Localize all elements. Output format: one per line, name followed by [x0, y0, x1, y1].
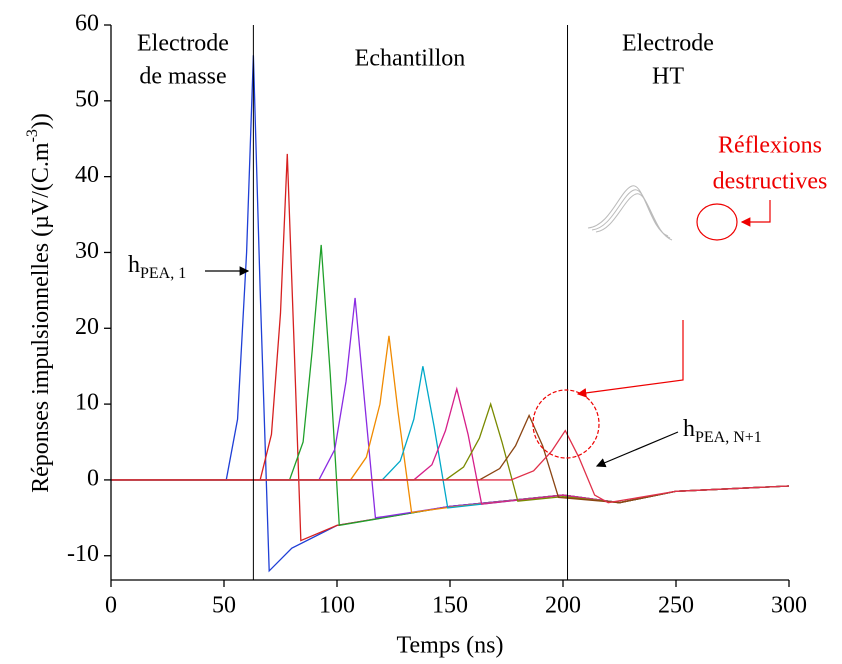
series-line — [111, 429, 790, 504]
series-line — [111, 55, 790, 573]
x-tick-label: 200 — [545, 593, 581, 619]
y-tick-label: 0 — [87, 465, 99, 491]
y-tick-label: 20 — [75, 314, 99, 340]
series-line — [111, 244, 790, 527]
annotation-main: h — [683, 416, 695, 442]
y-axis-title-sup: -3 — [24, 129, 41, 142]
annotation-sub: PEA, 1 — [140, 265, 186, 282]
x-tick-label: 100 — [319, 593, 355, 619]
legend-circle — [696, 203, 738, 241]
x-tick-label: 250 — [658, 593, 694, 619]
y-tick-label: 50 — [75, 86, 99, 112]
inset-shape — [587, 185, 673, 241]
region-label: HT — [652, 64, 684, 90]
region-label: de masse — [139, 64, 226, 90]
reflection-label: Réflexions — [718, 133, 822, 159]
red-arrow — [576, 320, 684, 398]
series-line — [111, 413, 790, 504]
arrow — [595, 431, 679, 468]
x-axis-title: Temps (ns) — [397, 633, 504, 659]
x-tick-label: 0 — [105, 593, 117, 619]
y-tick-label: -10 — [67, 541, 99, 567]
y-tick-label: 40 — [75, 162, 99, 188]
annotation: hPEA, N+1 — [683, 416, 762, 446]
annotation: hPEA, 1 — [128, 252, 186, 282]
y-axis-title-tail: )) — [28, 113, 54, 129]
reflection-label: destructives — [713, 169, 828, 195]
x-tick-label: 50 — [212, 593, 236, 619]
series-line — [111, 153, 790, 542]
region-label: Echantillon — [355, 46, 466, 72]
series-line — [111, 386, 790, 505]
y-tick-label: 60 — [75, 11, 99, 37]
y-tick-label: 30 — [75, 238, 99, 264]
series-line — [111, 297, 790, 519]
region-label: Electrode — [137, 31, 229, 57]
highlight-circle — [532, 389, 600, 459]
y-tick-label: 10 — [75, 390, 99, 416]
annotation-sub: PEA, N+1 — [695, 429, 762, 446]
y-axis-title-text: Réponses impulsionnelles (µV/(C.m — [28, 142, 54, 493]
x-tick-label: 300 — [771, 593, 807, 619]
x-tick-label: 150 — [432, 593, 468, 619]
region-label: Electrode — [622, 31, 714, 57]
y-axis-title: Réponses impulsionnelles (µV/(C.m-3)) — [24, 113, 54, 493]
annotation-main: h — [128, 252, 140, 278]
red-arrow — [740, 200, 771, 227]
